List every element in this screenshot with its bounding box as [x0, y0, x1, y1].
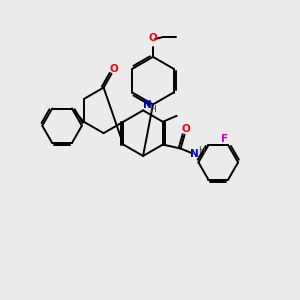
Text: O: O	[181, 124, 190, 134]
Text: O: O	[109, 64, 118, 74]
Text: F: F	[221, 134, 228, 144]
Text: O: O	[148, 33, 157, 43]
Text: N: N	[190, 149, 199, 160]
Text: H: H	[150, 105, 156, 114]
Text: H: H	[198, 146, 205, 155]
Text: N: N	[143, 100, 152, 110]
